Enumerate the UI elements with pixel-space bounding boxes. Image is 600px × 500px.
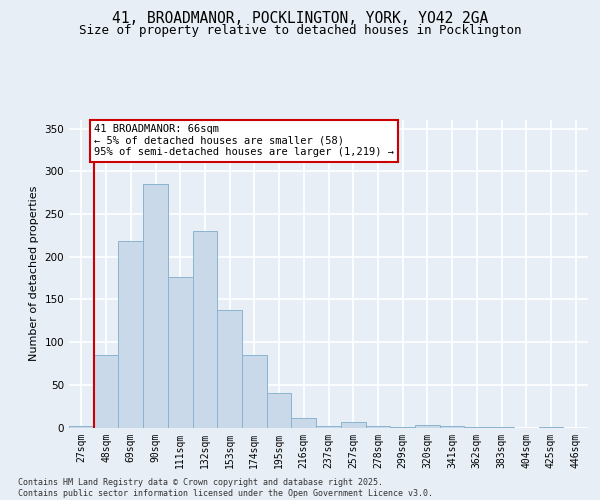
Bar bbox=[118, 242, 143, 428]
Bar bbox=[341, 422, 365, 428]
Bar bbox=[193, 231, 217, 428]
Bar bbox=[539, 426, 563, 428]
Bar bbox=[365, 426, 390, 428]
Bar bbox=[390, 426, 415, 428]
Bar bbox=[316, 426, 341, 428]
Bar bbox=[292, 418, 316, 428]
Text: Contains HM Land Registry data © Crown copyright and database right 2025.
Contai: Contains HM Land Registry data © Crown c… bbox=[18, 478, 433, 498]
Bar bbox=[94, 355, 118, 428]
Bar bbox=[440, 426, 464, 428]
Bar bbox=[489, 426, 514, 428]
Bar bbox=[242, 355, 267, 428]
Bar bbox=[217, 310, 242, 428]
Text: Size of property relative to detached houses in Pocklington: Size of property relative to detached ho… bbox=[79, 24, 521, 37]
Bar bbox=[168, 277, 193, 428]
Bar bbox=[267, 394, 292, 428]
Bar bbox=[143, 184, 168, 428]
Text: 41, BROADMANOR, POCKLINGTON, YORK, YO42 2GA: 41, BROADMANOR, POCKLINGTON, YORK, YO42 … bbox=[112, 11, 488, 26]
Bar bbox=[464, 426, 489, 428]
Y-axis label: Number of detached properties: Number of detached properties bbox=[29, 186, 39, 362]
Bar bbox=[69, 426, 94, 428]
Text: 41 BROADMANOR: 66sqm
← 5% of detached houses are smaller (58)
95% of semi-detach: 41 BROADMANOR: 66sqm ← 5% of detached ho… bbox=[94, 124, 394, 158]
Bar bbox=[415, 425, 440, 428]
